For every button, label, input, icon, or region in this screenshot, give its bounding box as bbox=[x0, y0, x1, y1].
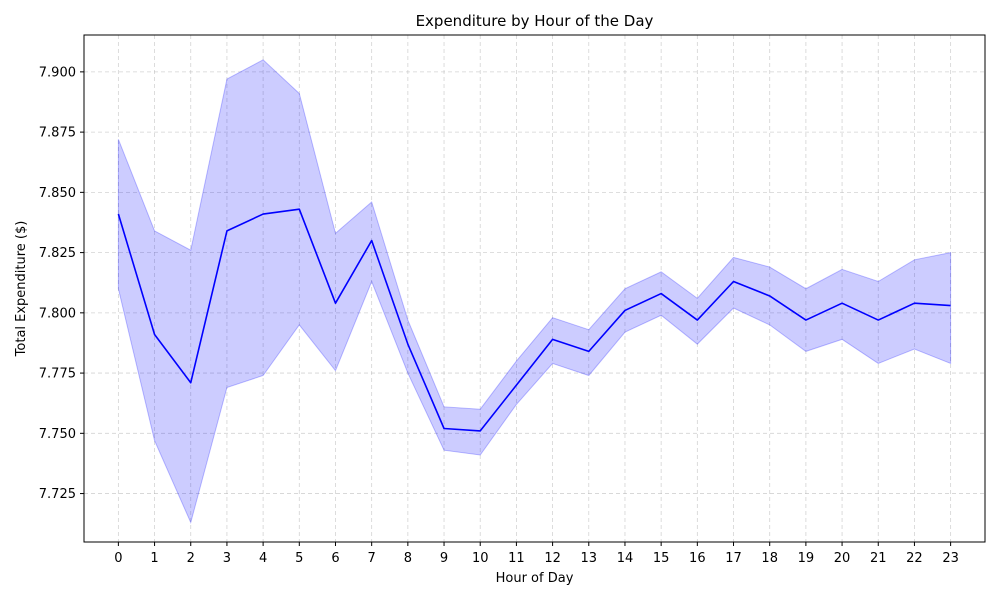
x-tick-label: 23 bbox=[942, 551, 959, 566]
x-tick-label: 21 bbox=[870, 551, 887, 566]
x-tick-label: 0 bbox=[114, 551, 122, 566]
x-tick-label: 15 bbox=[653, 551, 670, 566]
x-tick-label: 8 bbox=[404, 551, 412, 566]
y-tick-label: 7.875 bbox=[39, 126, 76, 141]
x-tick-label: 6 bbox=[331, 551, 339, 566]
x-tick-label: 14 bbox=[617, 551, 634, 566]
y-tick-label: 7.725 bbox=[39, 487, 76, 502]
x-tick-label: 3 bbox=[223, 551, 231, 566]
x-tick-label: 4 bbox=[259, 551, 267, 566]
x-tick-label: 18 bbox=[761, 551, 778, 566]
grid-lines bbox=[84, 35, 985, 542]
x-tick-label: 13 bbox=[581, 551, 598, 566]
x-tick-label: 16 bbox=[689, 551, 706, 566]
x-tick-label: 20 bbox=[834, 551, 851, 566]
confidence-band bbox=[117, 59, 952, 524]
x-axis-title: Hour of Day bbox=[496, 571, 574, 586]
x-tick-label: 2 bbox=[187, 551, 195, 566]
x-tick-label: 9 bbox=[440, 551, 448, 566]
y-tick-label: 7.850 bbox=[39, 186, 76, 201]
y-tick-label: 7.900 bbox=[39, 65, 76, 80]
x-tick-label: 7 bbox=[368, 551, 376, 566]
y-tick-label: 7.750 bbox=[39, 427, 76, 442]
y-tick-label: 7.775 bbox=[39, 367, 76, 382]
x-tick-label: 10 bbox=[472, 551, 489, 566]
series-line-layer bbox=[117, 208, 951, 432]
plot-frame bbox=[83, 34, 986, 543]
y-tick-label: 7.800 bbox=[39, 306, 76, 321]
x-tick-label: 12 bbox=[544, 551, 561, 566]
x-axis-ticks: 0 1 2 3 4 5 6 7 8 9 10 11 12 13 14 15 16 17 18 19 20 21 22 23 bbox=[114, 542, 959, 566]
confidence-band-layer bbox=[117, 59, 952, 524]
y-tick-label: 7.825 bbox=[39, 246, 76, 261]
x-tick-label: 22 bbox=[906, 551, 923, 566]
x-tick-label: 19 bbox=[798, 551, 815, 566]
chart-title: Expenditure by Hour of the Day bbox=[416, 12, 654, 30]
y-axis-ticks: 7.725 7.750 7.775 7.800 7.825 7.850 7.875 7.900 bbox=[39, 65, 84, 502]
x-tick-label: 11 bbox=[508, 551, 525, 566]
y-axis-title: Total Expenditure ($) bbox=[14, 221, 29, 358]
x-tick-label: 5 bbox=[295, 551, 303, 566]
series-line bbox=[117, 208, 951, 432]
x-tick-label: 17 bbox=[725, 551, 742, 566]
x-tick-label: 1 bbox=[150, 551, 158, 566]
